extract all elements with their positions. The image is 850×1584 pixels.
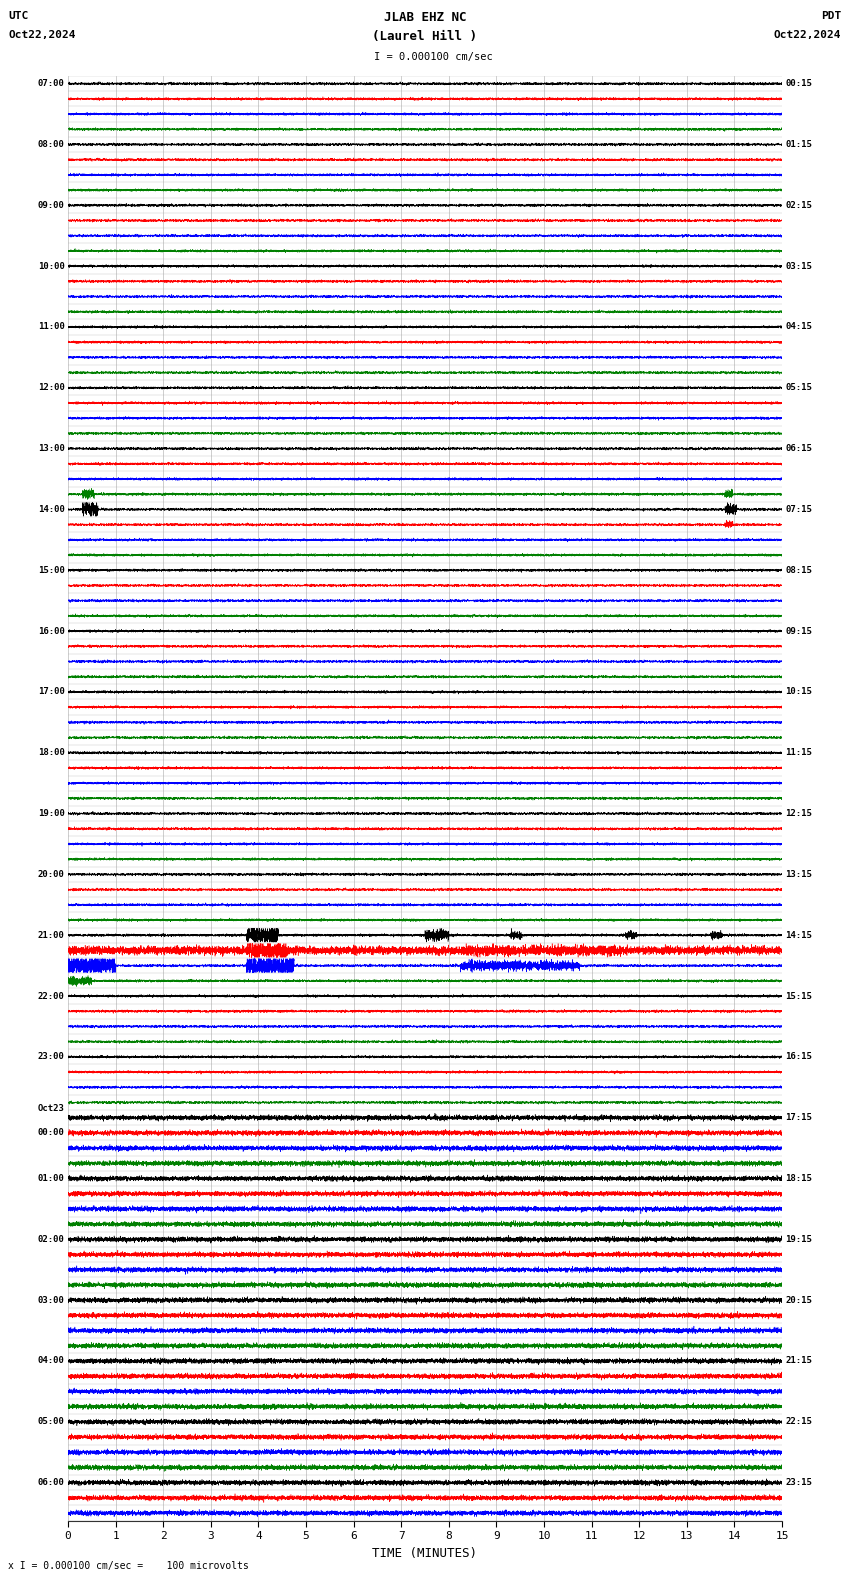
- Text: I = 0.000100 cm/sec: I = 0.000100 cm/sec: [374, 52, 493, 62]
- Text: 07:15: 07:15: [785, 505, 813, 513]
- Text: 06:00: 06:00: [37, 1478, 65, 1487]
- Text: 23:15: 23:15: [785, 1478, 813, 1487]
- Text: (Laurel Hill ): (Laurel Hill ): [372, 30, 478, 43]
- Text: 16:00: 16:00: [37, 627, 65, 635]
- Text: JLAB EHZ NC: JLAB EHZ NC: [383, 11, 467, 24]
- Text: 21:00: 21:00: [37, 931, 65, 939]
- Text: 23:00: 23:00: [37, 1052, 65, 1061]
- Text: Oct23: Oct23: [37, 1104, 65, 1114]
- Text: 11:00: 11:00: [37, 323, 65, 331]
- Text: 00:00: 00:00: [37, 1128, 65, 1137]
- Text: 10:15: 10:15: [785, 687, 813, 697]
- Text: 00:15: 00:15: [785, 79, 813, 89]
- Text: 02:15: 02:15: [785, 201, 813, 209]
- Text: 10:00: 10:00: [37, 261, 65, 271]
- Text: 18:15: 18:15: [785, 1174, 813, 1183]
- Text: 08:15: 08:15: [785, 565, 813, 575]
- Text: 14:15: 14:15: [785, 931, 813, 939]
- Text: 21:15: 21:15: [785, 1356, 813, 1365]
- Text: 05:15: 05:15: [785, 383, 813, 393]
- Text: 15:15: 15:15: [785, 992, 813, 1001]
- Text: 17:00: 17:00: [37, 687, 65, 697]
- Text: 11:15: 11:15: [785, 748, 813, 757]
- Text: 06:15: 06:15: [785, 444, 813, 453]
- Text: 22:00: 22:00: [37, 992, 65, 1001]
- Text: x I = 0.000100 cm/sec =    100 microvolts: x I = 0.000100 cm/sec = 100 microvolts: [8, 1562, 249, 1571]
- Text: 03:00: 03:00: [37, 1296, 65, 1305]
- Text: 16:15: 16:15: [785, 1052, 813, 1061]
- X-axis label: TIME (MINUTES): TIME (MINUTES): [372, 1546, 478, 1560]
- Text: 13:00: 13:00: [37, 444, 65, 453]
- Text: 15:00: 15:00: [37, 565, 65, 575]
- Text: 08:00: 08:00: [37, 139, 65, 149]
- Text: 03:15: 03:15: [785, 261, 813, 271]
- Text: 12:00: 12:00: [37, 383, 65, 393]
- Text: Oct22,2024: Oct22,2024: [774, 30, 842, 40]
- Text: 09:00: 09:00: [37, 201, 65, 209]
- Text: 12:15: 12:15: [785, 809, 813, 817]
- Text: 02:00: 02:00: [37, 1236, 65, 1243]
- Text: 20:00: 20:00: [37, 870, 65, 879]
- Text: UTC: UTC: [8, 11, 29, 21]
- Text: 04:15: 04:15: [785, 323, 813, 331]
- Text: 19:15: 19:15: [785, 1236, 813, 1243]
- Text: 18:00: 18:00: [37, 748, 65, 757]
- Text: 19:00: 19:00: [37, 809, 65, 817]
- Text: Oct22,2024: Oct22,2024: [8, 30, 76, 40]
- Text: 07:00: 07:00: [37, 79, 65, 89]
- Text: 09:15: 09:15: [785, 627, 813, 635]
- Text: 05:00: 05:00: [37, 1418, 65, 1426]
- Text: 22:15: 22:15: [785, 1418, 813, 1426]
- Text: 01:15: 01:15: [785, 139, 813, 149]
- Text: 20:15: 20:15: [785, 1296, 813, 1305]
- Text: 01:00: 01:00: [37, 1174, 65, 1183]
- Text: 14:00: 14:00: [37, 505, 65, 513]
- Text: PDT: PDT: [821, 11, 842, 21]
- Text: 13:15: 13:15: [785, 870, 813, 879]
- Text: 04:00: 04:00: [37, 1356, 65, 1365]
- Text: 17:15: 17:15: [785, 1114, 813, 1121]
